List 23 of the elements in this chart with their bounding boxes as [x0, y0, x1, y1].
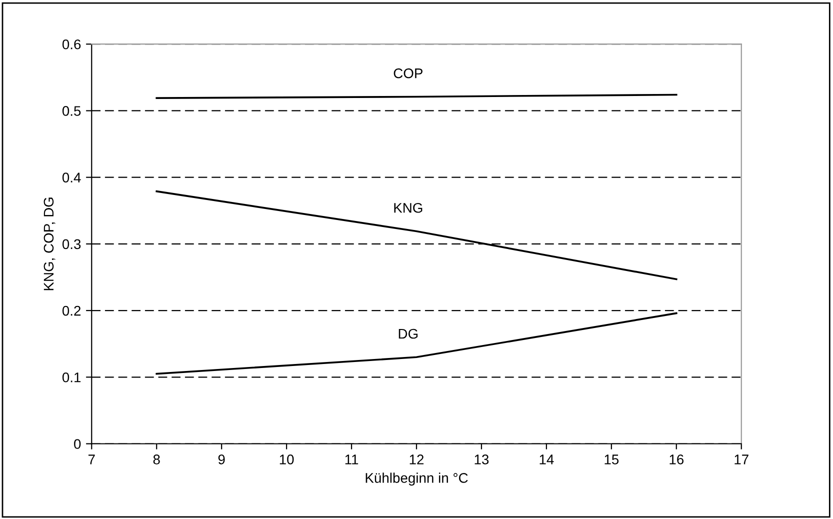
- x-tick-label: 10: [280, 454, 294, 464]
- x-tick-label: 8: [153, 454, 160, 464]
- x-axis-title: Kühlbeginn in °C: [366, 472, 468, 486]
- y-tick-label: 0.6: [62, 39, 81, 50]
- series-label: KNG: [394, 202, 422, 213]
- series-label: DG: [398, 328, 418, 339]
- y-tick-label: 0: [74, 439, 81, 449]
- series-label: COP: [394, 68, 422, 78]
- x-tick-label: 17: [734, 454, 748, 464]
- y-tick-label: 0.5: [62, 106, 81, 116]
- y-tick-label: 0.2: [62, 306, 81, 316]
- y-tick-label: 0.1: [62, 372, 81, 382]
- x-tick-label: 16: [670, 454, 684, 464]
- x-tick-label: 9: [218, 454, 225, 464]
- x-tick-label: 15: [604, 454, 619, 464]
- x-tick-label: 14: [540, 454, 554, 464]
- y-tick-label: 0.3: [62, 239, 81, 250]
- x-tick-label: 11: [345, 454, 358, 464]
- x-tick-label: 7: [88, 454, 95, 464]
- y-tick-label: 0.4: [62, 172, 81, 182]
- y-axis-title: KNG, COP, DG: [44, 198, 56, 290]
- x-tick-label: 12: [410, 454, 424, 464]
- x-tick-label: 13: [474, 454, 489, 464]
